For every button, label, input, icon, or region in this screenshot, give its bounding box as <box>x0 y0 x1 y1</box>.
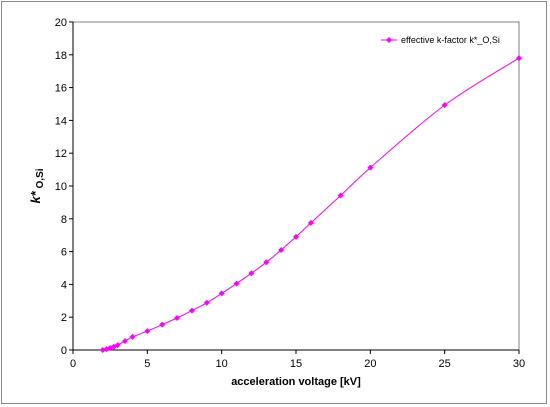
y-tick-label: 4 <box>61 279 67 291</box>
plot-area <box>99 55 522 353</box>
y-axis-title-main: k* <box>28 190 43 203</box>
data-point-marker <box>114 342 121 349</box>
data-point-marker <box>278 246 285 253</box>
y-tick-label: 14 <box>55 115 67 127</box>
y-axis-title-sub: O,Si <box>35 168 46 191</box>
data-point-marker <box>159 321 166 328</box>
x-tick-label: 10 <box>216 358 228 370</box>
data-point-marker <box>248 270 255 277</box>
data-point-marker <box>233 280 240 287</box>
y-tick-label: 2 <box>61 312 67 324</box>
x-axis-title: acceleration voltage [kV] <box>231 376 361 388</box>
y-axis-title: k* O,Si <box>28 168 46 203</box>
data-point-marker <box>188 307 195 314</box>
tick-labels: 0 2 4 6 8 10 12 14 16 18 20 0 5 10 15 20 25 30 <box>55 17 525 370</box>
y-tick-label: 20 <box>55 17 67 29</box>
x-tick-label: 5 <box>144 358 150 370</box>
x-tick-label: 30 <box>513 358 525 370</box>
data-point-marker <box>144 328 151 335</box>
data-point-marker <box>203 299 210 306</box>
data-point-marker <box>122 337 129 344</box>
series-line <box>102 57 520 351</box>
y-tick-label: 10 <box>55 181 67 193</box>
axes <box>69 21 520 354</box>
data-point-marker <box>516 55 522 62</box>
x-tick-label: 0 <box>70 358 76 370</box>
data-point-marker <box>218 290 225 297</box>
x-tick-label: 20 <box>364 358 376 370</box>
y-tick-label: 8 <box>61 214 67 226</box>
data-point-marker <box>441 102 448 109</box>
legend-marker <box>386 37 392 43</box>
y-tick-label: 12 <box>55 148 67 160</box>
y-tick-label: 16 <box>55 83 67 95</box>
legend: effective k-factor k*_O,Si <box>381 35 500 45</box>
data-point-marker <box>129 333 136 340</box>
data-point-marker <box>263 259 270 266</box>
plot-border <box>72 21 520 351</box>
legend-label: effective k-factor k*_O,Si <box>401 35 500 45</box>
y-tick-label: 6 <box>61 247 67 259</box>
y-tick-label: 0 <box>61 345 67 357</box>
data-point-marker <box>293 233 299 240</box>
y-tick-label: 18 <box>55 50 67 62</box>
data-point-marker <box>367 164 374 171</box>
data-point-marker <box>337 192 344 199</box>
x-tick-label: 25 <box>439 358 451 370</box>
data-point-marker <box>307 219 314 226</box>
data-point-marker <box>174 315 181 322</box>
x-tick-label: 15 <box>290 358 302 370</box>
